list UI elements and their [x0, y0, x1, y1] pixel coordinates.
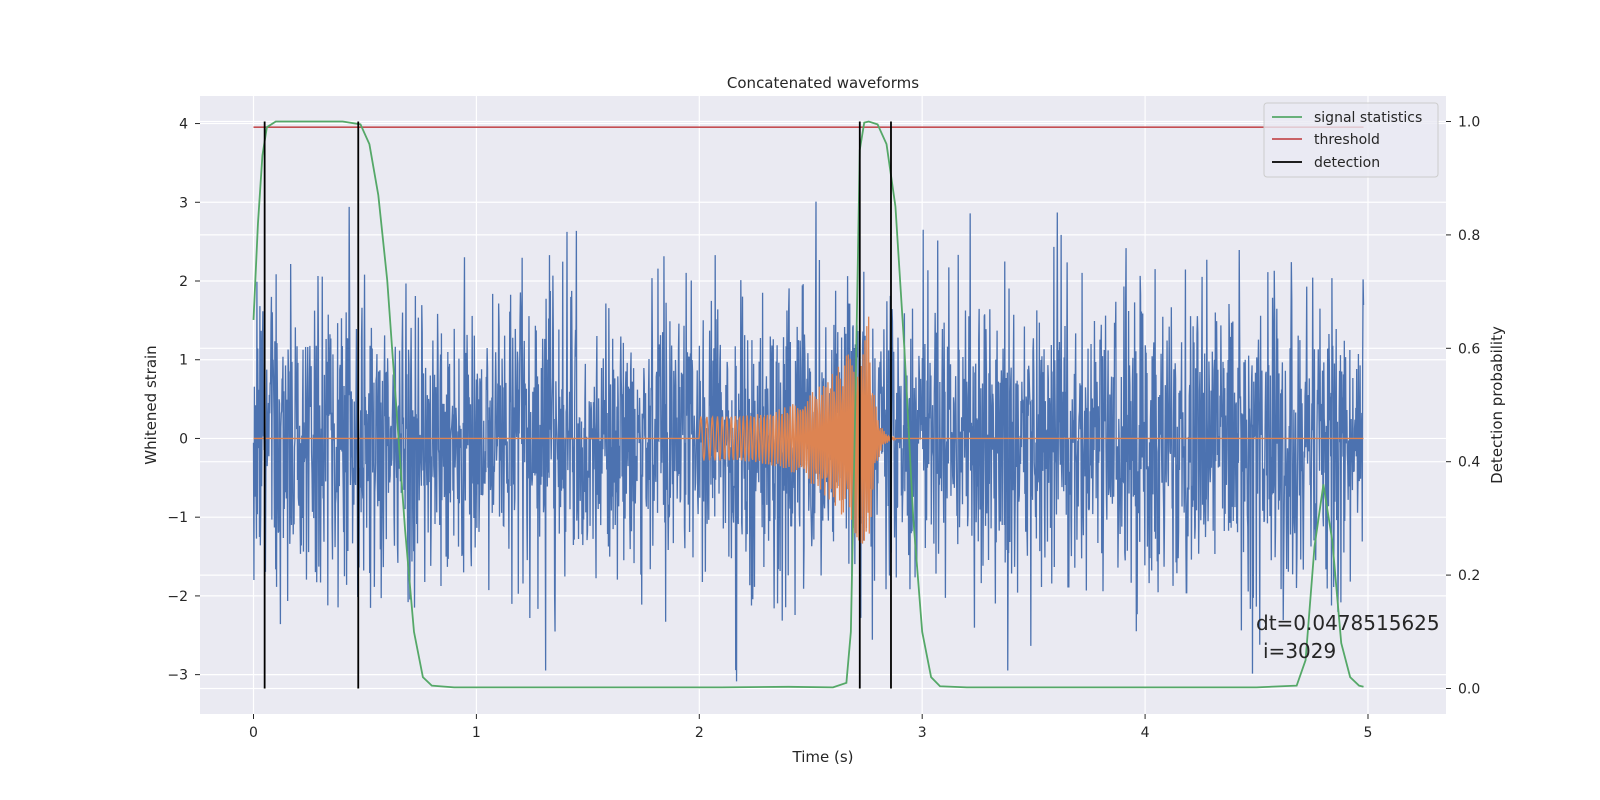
y-tick-label: −1	[167, 510, 188, 526]
y2-tick-label: 0.4	[1458, 455, 1480, 471]
y2-tick-label: 0.6	[1458, 341, 1480, 357]
y2-tick-label: 0.8	[1458, 228, 1480, 244]
x-tick-label: 5	[1364, 725, 1373, 741]
legend: signal statistics threshold detection	[1263, 102, 1439, 178]
legend-box	[1263, 102, 1439, 178]
x-axis-label: Time (s)	[792, 748, 854, 766]
waveform-series	[253, 316, 1364, 544]
y-tick-label: 4	[179, 117, 188, 133]
x-tick-label: 3	[918, 725, 927, 741]
legend-label-signal: signal statistics	[1314, 110, 1422, 126]
y2-axis-label: Detection probability	[1488, 326, 1506, 484]
y2-tick-label: 0.0	[1458, 681, 1480, 697]
waveform-line	[253, 316, 1364, 544]
legend-label-threshold: threshold	[1314, 132, 1380, 148]
y-tick-label: 2	[179, 274, 188, 290]
x-tick-label: 2	[695, 725, 704, 741]
x-tick-label: 1	[472, 725, 481, 741]
y-axis-label: Whitened strain	[142, 345, 160, 464]
y-tick-label: 1	[179, 353, 188, 369]
axes: 0 1 2 3 4 5 −3 −2 −1 0 1 2 3 4 0.0 0.2 0.4 0.6 0.8 1.0	[167, 115, 1480, 741]
chart-title: Concatenated waveforms	[727, 74, 919, 92]
annotation-i: i=3029	[1263, 639, 1336, 663]
annotation-dt: dt=0.0478515625	[1256, 611, 1440, 635]
signal-statistics-line	[252, 120, 1364, 689]
x-tick-label: 0	[249, 725, 258, 741]
y-tick-label: 0	[179, 431, 188, 447]
y2-tick-label: 1.0	[1458, 115, 1480, 131]
x-tick-label: 4	[1141, 725, 1150, 741]
probability-series	[252, 120, 1364, 689]
legend-label-detection: detection	[1314, 155, 1380, 171]
y2-tick-label: 0.2	[1458, 568, 1480, 584]
y-tick-label: −3	[167, 668, 188, 684]
y-tick-label: 3	[179, 195, 188, 211]
y-tick-label: −2	[167, 589, 188, 605]
